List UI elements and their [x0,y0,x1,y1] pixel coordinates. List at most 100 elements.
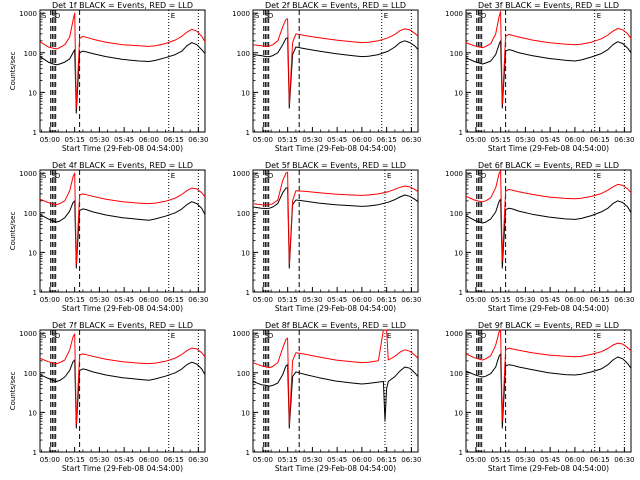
marker-s-cluster: S [265,172,270,180]
end-marker: E [171,332,175,340]
y-axis-label: Counts/sec [9,52,17,91]
y-tick-label: 1 [33,289,37,297]
x-tick-label: 05:30 [302,456,322,464]
panel-title: Det 9f BLACK = Events, RED = LLD [478,321,619,330]
x-tick-label: 05:45 [540,296,560,304]
x-tick-label: 05:45 [327,456,347,464]
y-tick-label: 10 [454,249,463,257]
x-axis-label: Start Time (29-Feb-08 04:54:00) [62,304,183,313]
x-tick-label: 06:30 [188,456,208,464]
marker-d-cluster: D [481,12,486,20]
panel-title: Det 8f BLACK = Events, RED = LLD [265,321,406,330]
x-tick-label: 05:00 [466,136,486,144]
y-tick-label: 1000 [445,330,463,338]
detector-panel-9: Det 9f BLACK = Events, RED = LLD 1 10 100 10… [445,321,634,473]
y-tick-label: 1000 [232,170,250,178]
x-tick-label: 06:00 [352,136,372,144]
x-tick-label: 06:00 [352,296,372,304]
x-tick-label: 05:45 [327,136,347,144]
x-tick-label: 05:00 [253,296,273,304]
x-tick-label: 06:15 [590,456,610,464]
y-tick-label: 10 [454,89,463,97]
y-tick-label: 100 [237,370,250,378]
plot-frame [252,169,419,293]
lld-series-line [39,333,206,425]
x-tick-label: 05:15 [65,296,85,304]
panel-title: Det 6f BLACK = Events, RED = LLD [478,161,619,170]
events-series-line [39,359,206,429]
end-marker: E [597,172,601,180]
y-tick-label: 10 [241,249,250,257]
x-axis-label: Start Time (29-Feb-08 04:54:00) [62,144,183,153]
detector-panel-8: Det 8f BLACK = Events, RED = LLD 1 10 100 10… [232,321,421,473]
y-axis-label: Counts/sec [9,212,17,251]
y-tick-label: 100 [237,210,250,218]
detector-panel-3: Det 3f BLACK = Events, RED = LLD 1 10 100 10… [445,1,634,153]
x-tick-label: 06:15 [164,296,184,304]
x-tick-label: 05:30 [515,456,535,464]
marker-s-cluster: S [52,172,57,180]
marker-d-cluster: D [55,172,60,180]
detector-panel-2: Det 2f BLACK = Events, RED = LLD 1 10 100 10… [232,1,421,153]
start-marker: S [468,332,473,340]
y-tick-label: 10 [241,409,250,417]
marker-d-cluster: D [268,332,273,340]
x-tick-label: 06:15 [377,456,397,464]
x-tick-label: 06:15 [377,136,397,144]
x-tick-label: 06:30 [401,296,421,304]
x-tick-label: 06:15 [164,136,184,144]
y-tick-label: 1000 [19,170,37,178]
x-tick-label: 05:00 [253,456,273,464]
x-tick-label: 05:15 [278,136,298,144]
marker-s-cluster: S [52,12,57,20]
detector-panel-5: Det 5f BLACK = Events, RED = LLD 1 10 100 10… [232,161,421,313]
lld-series-line [465,329,632,422]
y-tick-label: 100 [450,210,463,218]
x-tick-label: 05:45 [114,136,134,144]
plot-frame [465,169,632,293]
marker-d-cluster: D [55,12,60,20]
start-marker: S [42,332,47,340]
x-tick-label: 06:00 [565,136,585,144]
start-marker: S [468,12,473,20]
end-marker: E [387,332,391,340]
x-tick-label: 06:00 [139,456,159,464]
events-series-line [39,200,206,269]
lld-series-line [252,329,419,425]
x-tick-label: 05:45 [540,456,560,464]
marker-s-cluster: S [478,172,483,180]
x-tick-label: 05:00 [40,456,60,464]
end-marker: E [387,172,391,180]
y-tick-label: 1 [33,449,37,457]
y-tick-label: 1000 [19,330,37,338]
x-tick-label: 06:30 [188,136,208,144]
start-marker: S [255,172,260,180]
x-tick-label: 06:30 [614,456,634,464]
panel-title: Det 1f BLACK = Events, RED = LLD [52,1,193,10]
start-marker: S [42,12,47,20]
panel-title: Det 4f BLACK = Events, RED = LLD [52,161,193,170]
y-tick-label: 1 [459,129,463,137]
x-tick-label: 05:00 [253,136,273,144]
y-tick-label: 10 [28,89,37,97]
events-series-line [465,40,632,109]
plot-frame [39,9,206,133]
lld-series-line [465,11,632,105]
y-tick-label: 100 [24,370,37,378]
marker-s-cluster: S [52,332,57,340]
detector-panel-1: Det 1f BLACK = Events, RED = LLD 1 10 100 10… [9,1,208,153]
detector-panel-6: Det 6f BLACK = Events, RED = LLD 1 10 100 10… [445,161,634,313]
plot-frame [252,329,419,453]
marker-d-cluster: D [268,12,273,20]
y-tick-label: 1 [246,129,250,137]
x-axis-label: Start Time (29-Feb-08 04:54:00) [275,304,396,313]
x-tick-label: 05:00 [466,456,486,464]
x-tick-label: 05:15 [278,296,298,304]
x-axis-label: Start Time (29-Feb-08 04:54:00) [488,144,609,153]
y-tick-label: 1000 [232,330,250,338]
y-tick-label: 100 [450,370,463,378]
end-marker: E [597,12,601,20]
marker-s-cluster: S [478,332,483,340]
panel-title: Det 7f BLACK = Events, RED = LLD [52,321,193,330]
